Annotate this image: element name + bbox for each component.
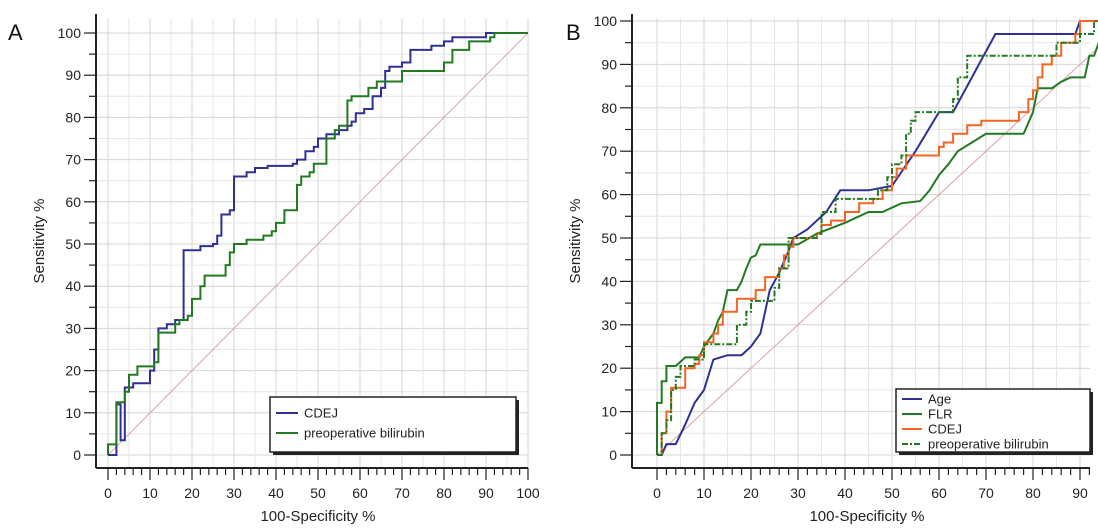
legend-entry: preoperative bilirubin	[304, 426, 425, 441]
x-tick-label: 0	[104, 485, 112, 501]
y-tick-label: 90	[65, 67, 81, 83]
x-tick-label: 20	[743, 485, 759, 501]
legend-entry: CDEJ	[304, 406, 338, 421]
y-tick-label: 50	[601, 230, 617, 246]
x-tick-label: 90	[478, 485, 494, 501]
y-tick-label: 0	[73, 447, 81, 463]
x-tick-label: 60	[352, 485, 368, 501]
y-tick-label: 50	[65, 236, 81, 252]
x-tick-label: 60	[931, 485, 947, 501]
y-tick-label: 20	[65, 363, 81, 379]
reference-diagonal	[107, 32, 529, 456]
x-tick-label: 80	[1025, 485, 1041, 501]
y-tick-label: 100	[594, 13, 618, 29]
y-tick-label: 40	[65, 278, 81, 294]
y-tick-label: 20	[601, 360, 617, 376]
chart-panel-a: A 0 10 20 30 40 50 60 70 80 90 100 0 10 20 30 40 50 60 70 80…	[8, 14, 540, 525]
panel-letter: B	[566, 20, 581, 45]
y-tick-label: 0	[609, 447, 617, 463]
series-line-preoperative-bilirubin	[107, 32, 528, 455]
x-tick-label: 70	[394, 485, 410, 501]
y-tick-label: 60	[65, 194, 81, 210]
series-line-flr	[656, 41, 1098, 455]
x-axis-label: 100-Specificity %	[809, 508, 924, 525]
y-tick-label: 80	[65, 109, 81, 125]
x-tick-label: 10	[142, 485, 158, 501]
x-tick-label: 40	[268, 485, 284, 501]
reference-diagonal	[656, 47, 1098, 456]
y-tick-label: 100	[58, 25, 82, 41]
x-tick-label: 100	[516, 485, 540, 501]
panel-letter: A	[8, 20, 23, 45]
y-tick-label: 40	[601, 273, 617, 289]
y-axis-label: Sensitivity %	[567, 198, 584, 283]
series-line-preoperative-bilirubin	[657, 20, 1098, 456]
y-tick-label: 90	[601, 56, 617, 72]
y-tick-label: 60	[601, 187, 617, 203]
x-axis-label: 100-Specificity %	[260, 508, 375, 525]
x-tick-label: 50	[310, 485, 326, 501]
legend-box	[895, 388, 1091, 453]
x-tick-label: 70	[978, 485, 994, 501]
x-tick-label: 80	[436, 485, 452, 501]
y-tick-label: 70	[65, 152, 81, 168]
y-tick-label: 30	[601, 317, 617, 333]
y-tick-label: 30	[65, 320, 81, 336]
y-tick-label: 10	[601, 404, 617, 420]
y-axis-label: Sensitivity %	[31, 198, 48, 283]
y-tick-label: 80	[601, 100, 617, 116]
legend-entry: Age	[928, 392, 951, 407]
x-tick-label: 0	[653, 485, 661, 501]
x-tick-label: 90	[1072, 485, 1088, 501]
series-line-cdej	[108, 32, 528, 456]
legend-box	[269, 396, 517, 453]
legend-entry: FLR	[928, 407, 953, 422]
x-tick-label: 20	[184, 485, 200, 501]
x-tick-label: 50	[884, 485, 900, 501]
x-tick-label: 30	[226, 485, 242, 501]
chart-panel-b: B 0 10 20 30 40 50 60 70 80 90 100 0 10 20 30 40 50 60 70 80…	[566, 13, 1098, 525]
x-tick-label: 10	[696, 485, 712, 501]
x-tick-label: 40	[837, 485, 853, 501]
legend-entry: CDEJ	[928, 422, 962, 437]
x-tick-label: 30	[790, 485, 806, 501]
legend-entry: preoperative bilirubin	[928, 437, 1049, 452]
y-tick-label: 10	[65, 405, 81, 421]
y-tick-label: 70	[601, 143, 617, 159]
